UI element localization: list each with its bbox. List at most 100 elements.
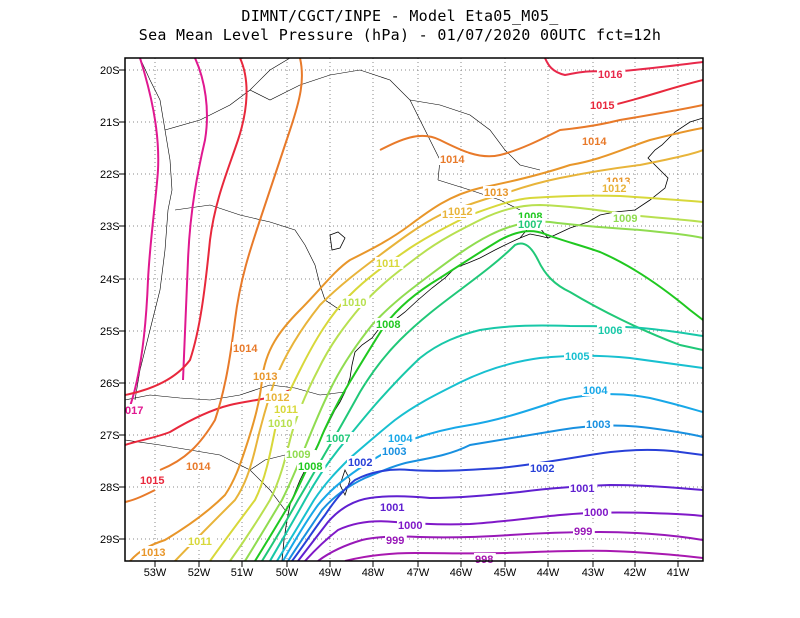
contour-label-bg [187,535,216,547]
contour-label: 1002 [530,463,554,475]
contour-label: 1011 [188,536,212,548]
isobar-line [344,549,703,561]
contour-label: 1012 [602,183,626,195]
contour-label-bg [582,384,611,396]
map-title-line1: DIMNT/CGCT/INPE - Model Eta05_M05_ [241,7,559,25]
contour-label: 1013 [484,187,508,199]
contour-label-bg [601,182,630,194]
lon-label: 49W [319,567,342,579]
contour-label-bg [583,506,612,518]
contour-label: 999 [574,526,592,538]
lon-label: 53W [144,567,167,579]
map-title-line2: Sea Mean Level Pressure (hPa) - 01/07/20… [138,26,662,44]
contour-label-bg [564,350,593,362]
contour-label-bg [252,370,281,382]
contour-label-bg [517,218,546,230]
contour-label-bg [267,417,296,429]
lon-label: 48W [362,567,385,579]
contour-label-bg [585,418,614,430]
isobar-contours [125,58,703,561]
isobar-line [129,127,703,561]
contour-label-bg [273,403,302,415]
lat-label: 20S [100,65,120,77]
contour-label: 1001 [570,483,594,495]
contour-label-bg [385,534,407,546]
lat-label: 21S [100,117,120,129]
contour-label: 1016 [598,69,622,81]
contour-label-bg [264,391,293,403]
contour-label-bg [341,296,370,308]
contour-label: 1003 [586,419,610,431]
isobar-line [287,424,703,561]
contour-label: 1014 [233,343,258,355]
contour-label-bg [325,432,354,444]
contour-label: 1007 [326,433,350,445]
contour-label: 1013 [141,547,165,559]
lat-label: 25S [100,326,120,338]
isobar-line [282,393,703,561]
lon-label: 43W [582,567,605,579]
lat-label: 23S [100,221,120,233]
contour-label: 1015 [590,100,614,112]
lat-label: 22S [100,169,120,181]
isobar-line [544,58,703,77]
contour-label-bg [447,205,476,217]
contour-label-bg [285,448,314,460]
contour-label: 1008 [298,461,322,473]
contour-label-bg [297,460,326,472]
contour-label: 1006 [598,325,622,337]
lat-label: 27S [100,430,120,442]
contour-label-bg [375,257,404,269]
isobar-line [297,483,703,561]
contour-label: 999 [386,535,404,547]
lon-label: 42W [624,567,647,579]
contour-label-bg [483,186,512,198]
contour-label: 998 [475,554,493,566]
contour-label: 1013 [253,371,277,383]
contour-label-bg [124,404,146,416]
lon-label: 45W [494,567,517,579]
contour-label: 1004 [388,433,413,445]
contour-label-bg [612,212,641,224]
isobar-line [317,530,703,561]
lon-label: 51W [231,567,254,579]
isobar-line [159,58,303,471]
contour-label: 1009 [286,449,310,461]
isobar-line [269,324,703,561]
contour-label: 1010 [268,418,292,430]
latitude-axis: 20S 21S 22S 23S 24S 25S 26S 27S 28S 29S [100,65,125,546]
isobar-line [125,58,248,396]
contour-label: 1002 [348,457,372,469]
isobar-line [125,489,156,503]
contour-label-bg [375,318,404,330]
contour-label: 1012 [448,206,472,218]
contour-label: 1003 [382,446,406,458]
contour-label: 1011 [376,258,400,270]
isobar-line [379,104,703,158]
contour-label: 1012 [265,392,289,404]
contour-label-bg [569,482,598,494]
contour-label-bg [597,68,626,80]
isobar-line [127,58,160,413]
isobar-line [291,448,703,561]
contour-label: 1007 [518,219,542,231]
contour-label: 017 [125,405,143,417]
lon-label: 52W [188,567,211,579]
contour-label: 1014 [440,154,465,166]
contour-label: 1009 [613,213,637,225]
contour-label: 1004 [583,385,608,397]
isobar-line [209,194,703,561]
isobar-line [276,354,703,561]
lat-label: 28S [100,482,120,494]
contour-label-bg [387,432,416,444]
contour-label-bg [232,342,261,354]
isobar-line [304,511,703,561]
lat-label: 24S [100,274,120,286]
contour-label: 1001 [380,502,404,514]
contour-label-bg [439,153,468,165]
contour-label-bg [139,474,168,486]
contour-label: 1008 [376,319,400,331]
contour-label-bg [573,525,595,537]
lon-label: 46W [450,567,473,579]
